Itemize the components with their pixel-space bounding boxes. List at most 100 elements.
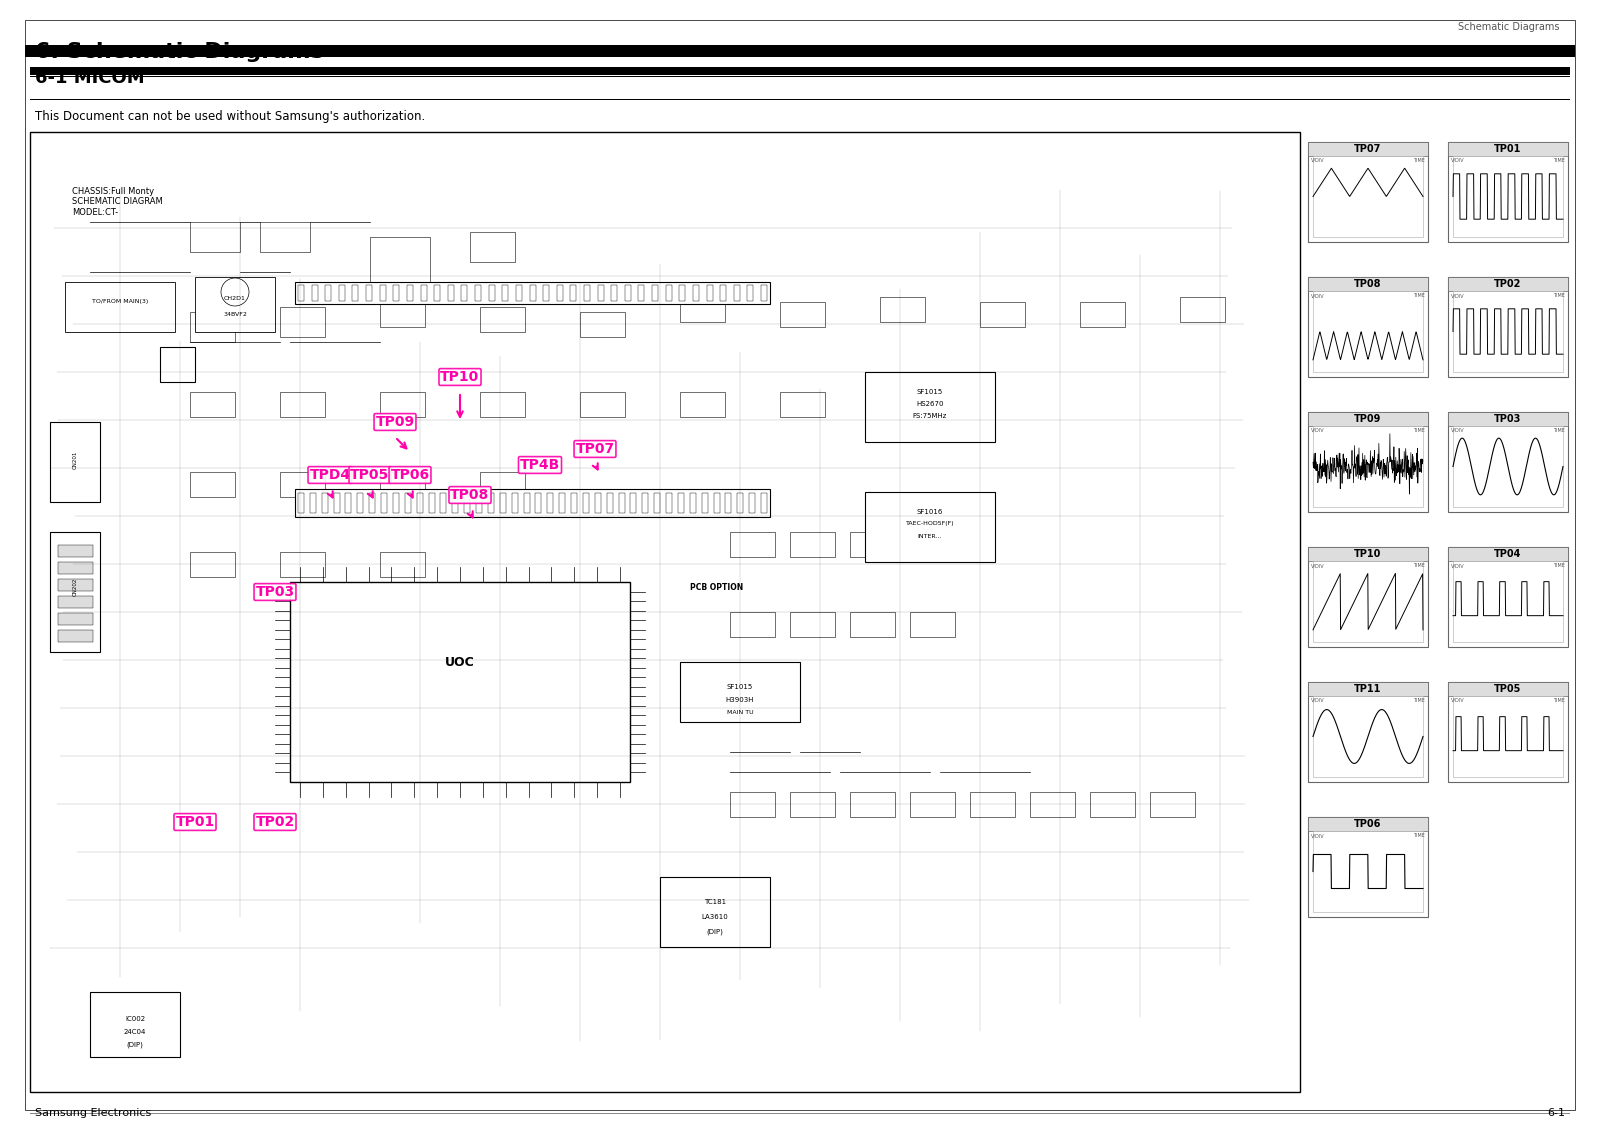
Bar bbox=[488, 494, 494, 513]
Bar bbox=[50, 422, 99, 501]
Bar bbox=[654, 494, 661, 513]
Bar bbox=[160, 348, 195, 381]
Bar bbox=[850, 792, 894, 817]
Bar bbox=[790, 792, 835, 817]
Bar bbox=[298, 285, 304, 301]
Bar bbox=[488, 285, 494, 301]
Bar bbox=[749, 494, 755, 513]
Bar bbox=[730, 792, 774, 817]
Bar bbox=[542, 285, 549, 301]
Text: (DIP): (DIP) bbox=[707, 928, 723, 935]
Bar bbox=[570, 285, 576, 301]
Bar bbox=[1453, 561, 1563, 642]
Bar bbox=[1314, 426, 1422, 507]
Bar bbox=[58, 614, 93, 625]
Text: TIME: TIME bbox=[1413, 293, 1426, 298]
Text: TP04: TP04 bbox=[1494, 549, 1522, 559]
Text: 6-1 MICOM: 6-1 MICOM bbox=[35, 69, 144, 87]
Text: 6. Schematic Diagrams: 6. Schematic Diagrams bbox=[35, 42, 323, 62]
Text: (DIP): (DIP) bbox=[126, 1041, 144, 1048]
Bar bbox=[190, 552, 235, 577]
Bar bbox=[1309, 681, 1429, 696]
Bar bbox=[406, 285, 413, 301]
Text: TIME: TIME bbox=[1413, 833, 1426, 838]
Text: TC181: TC181 bbox=[704, 899, 726, 904]
Text: TIME: TIME bbox=[1554, 428, 1565, 434]
Text: TP10: TP10 bbox=[440, 370, 480, 384]
Bar bbox=[322, 494, 328, 513]
Bar bbox=[58, 544, 93, 557]
Bar bbox=[619, 494, 624, 513]
Bar bbox=[1309, 142, 1429, 156]
Text: TP05: TP05 bbox=[350, 468, 390, 482]
Bar bbox=[26, 45, 1574, 57]
Bar bbox=[1181, 297, 1226, 321]
Bar bbox=[678, 494, 683, 513]
Bar bbox=[690, 494, 696, 513]
Bar bbox=[294, 489, 770, 517]
Bar bbox=[480, 392, 525, 417]
Bar bbox=[579, 312, 626, 337]
Bar bbox=[866, 492, 995, 561]
Bar bbox=[334, 494, 339, 513]
Bar bbox=[1309, 547, 1429, 648]
Bar bbox=[730, 612, 774, 637]
Bar bbox=[910, 792, 955, 817]
Bar bbox=[190, 312, 235, 342]
Bar bbox=[421, 285, 427, 301]
Text: TIME: TIME bbox=[1554, 293, 1565, 298]
Text: TIME: TIME bbox=[1554, 563, 1565, 568]
Bar bbox=[440, 494, 446, 513]
Bar bbox=[470, 232, 515, 261]
Bar bbox=[381, 392, 426, 417]
Text: SF1015: SF1015 bbox=[917, 389, 942, 395]
Bar bbox=[730, 532, 774, 557]
Bar bbox=[381, 494, 387, 513]
Bar bbox=[1314, 156, 1422, 237]
Bar bbox=[339, 285, 346, 301]
Bar bbox=[461, 285, 467, 301]
Bar bbox=[464, 494, 470, 513]
Text: TIME: TIME bbox=[1413, 158, 1426, 163]
Bar bbox=[638, 285, 645, 301]
Bar bbox=[582, 494, 589, 513]
Text: TP01: TP01 bbox=[1494, 144, 1522, 154]
Text: CN202: CN202 bbox=[72, 577, 77, 597]
Bar bbox=[1309, 547, 1429, 561]
Text: TAEC-HOD5F(F): TAEC-HOD5F(F) bbox=[906, 522, 954, 526]
Bar bbox=[611, 285, 618, 301]
Text: FS:75MHz: FS:75MHz bbox=[914, 413, 947, 419]
Bar bbox=[30, 67, 1570, 75]
Bar bbox=[626, 285, 630, 301]
Bar bbox=[530, 285, 536, 301]
Text: CHASSIS:Full Monty
SCHEMATIC DIAGRAM
MODEL:CT-: CHASSIS:Full Monty SCHEMATIC DIAGRAM MOD… bbox=[72, 187, 163, 217]
Bar bbox=[606, 494, 613, 513]
Bar bbox=[680, 297, 725, 321]
Text: V/DIV: V/DIV bbox=[1451, 293, 1464, 298]
Bar bbox=[394, 494, 398, 513]
Bar bbox=[1030, 792, 1075, 817]
Text: CN201: CN201 bbox=[72, 451, 77, 469]
Text: H3903H: H3903H bbox=[726, 697, 754, 703]
Text: TP08: TP08 bbox=[450, 488, 490, 501]
Bar bbox=[781, 302, 826, 327]
Bar bbox=[1309, 412, 1429, 426]
Bar bbox=[680, 662, 800, 722]
Bar bbox=[312, 285, 318, 301]
Bar bbox=[680, 285, 685, 301]
Bar bbox=[429, 494, 435, 513]
Bar bbox=[1150, 792, 1195, 817]
Bar bbox=[1314, 696, 1422, 777]
Text: V/DIV: V/DIV bbox=[1451, 563, 1464, 568]
Bar bbox=[381, 552, 426, 577]
Text: HS2670: HS2670 bbox=[917, 401, 944, 408]
Text: V/DIV: V/DIV bbox=[1310, 833, 1325, 838]
Bar bbox=[370, 494, 376, 513]
Bar bbox=[850, 532, 894, 557]
Bar bbox=[584, 285, 590, 301]
Bar bbox=[707, 285, 712, 301]
Bar bbox=[747, 285, 754, 301]
Bar bbox=[325, 285, 331, 301]
Bar bbox=[762, 285, 766, 301]
Bar bbox=[970, 792, 1014, 817]
